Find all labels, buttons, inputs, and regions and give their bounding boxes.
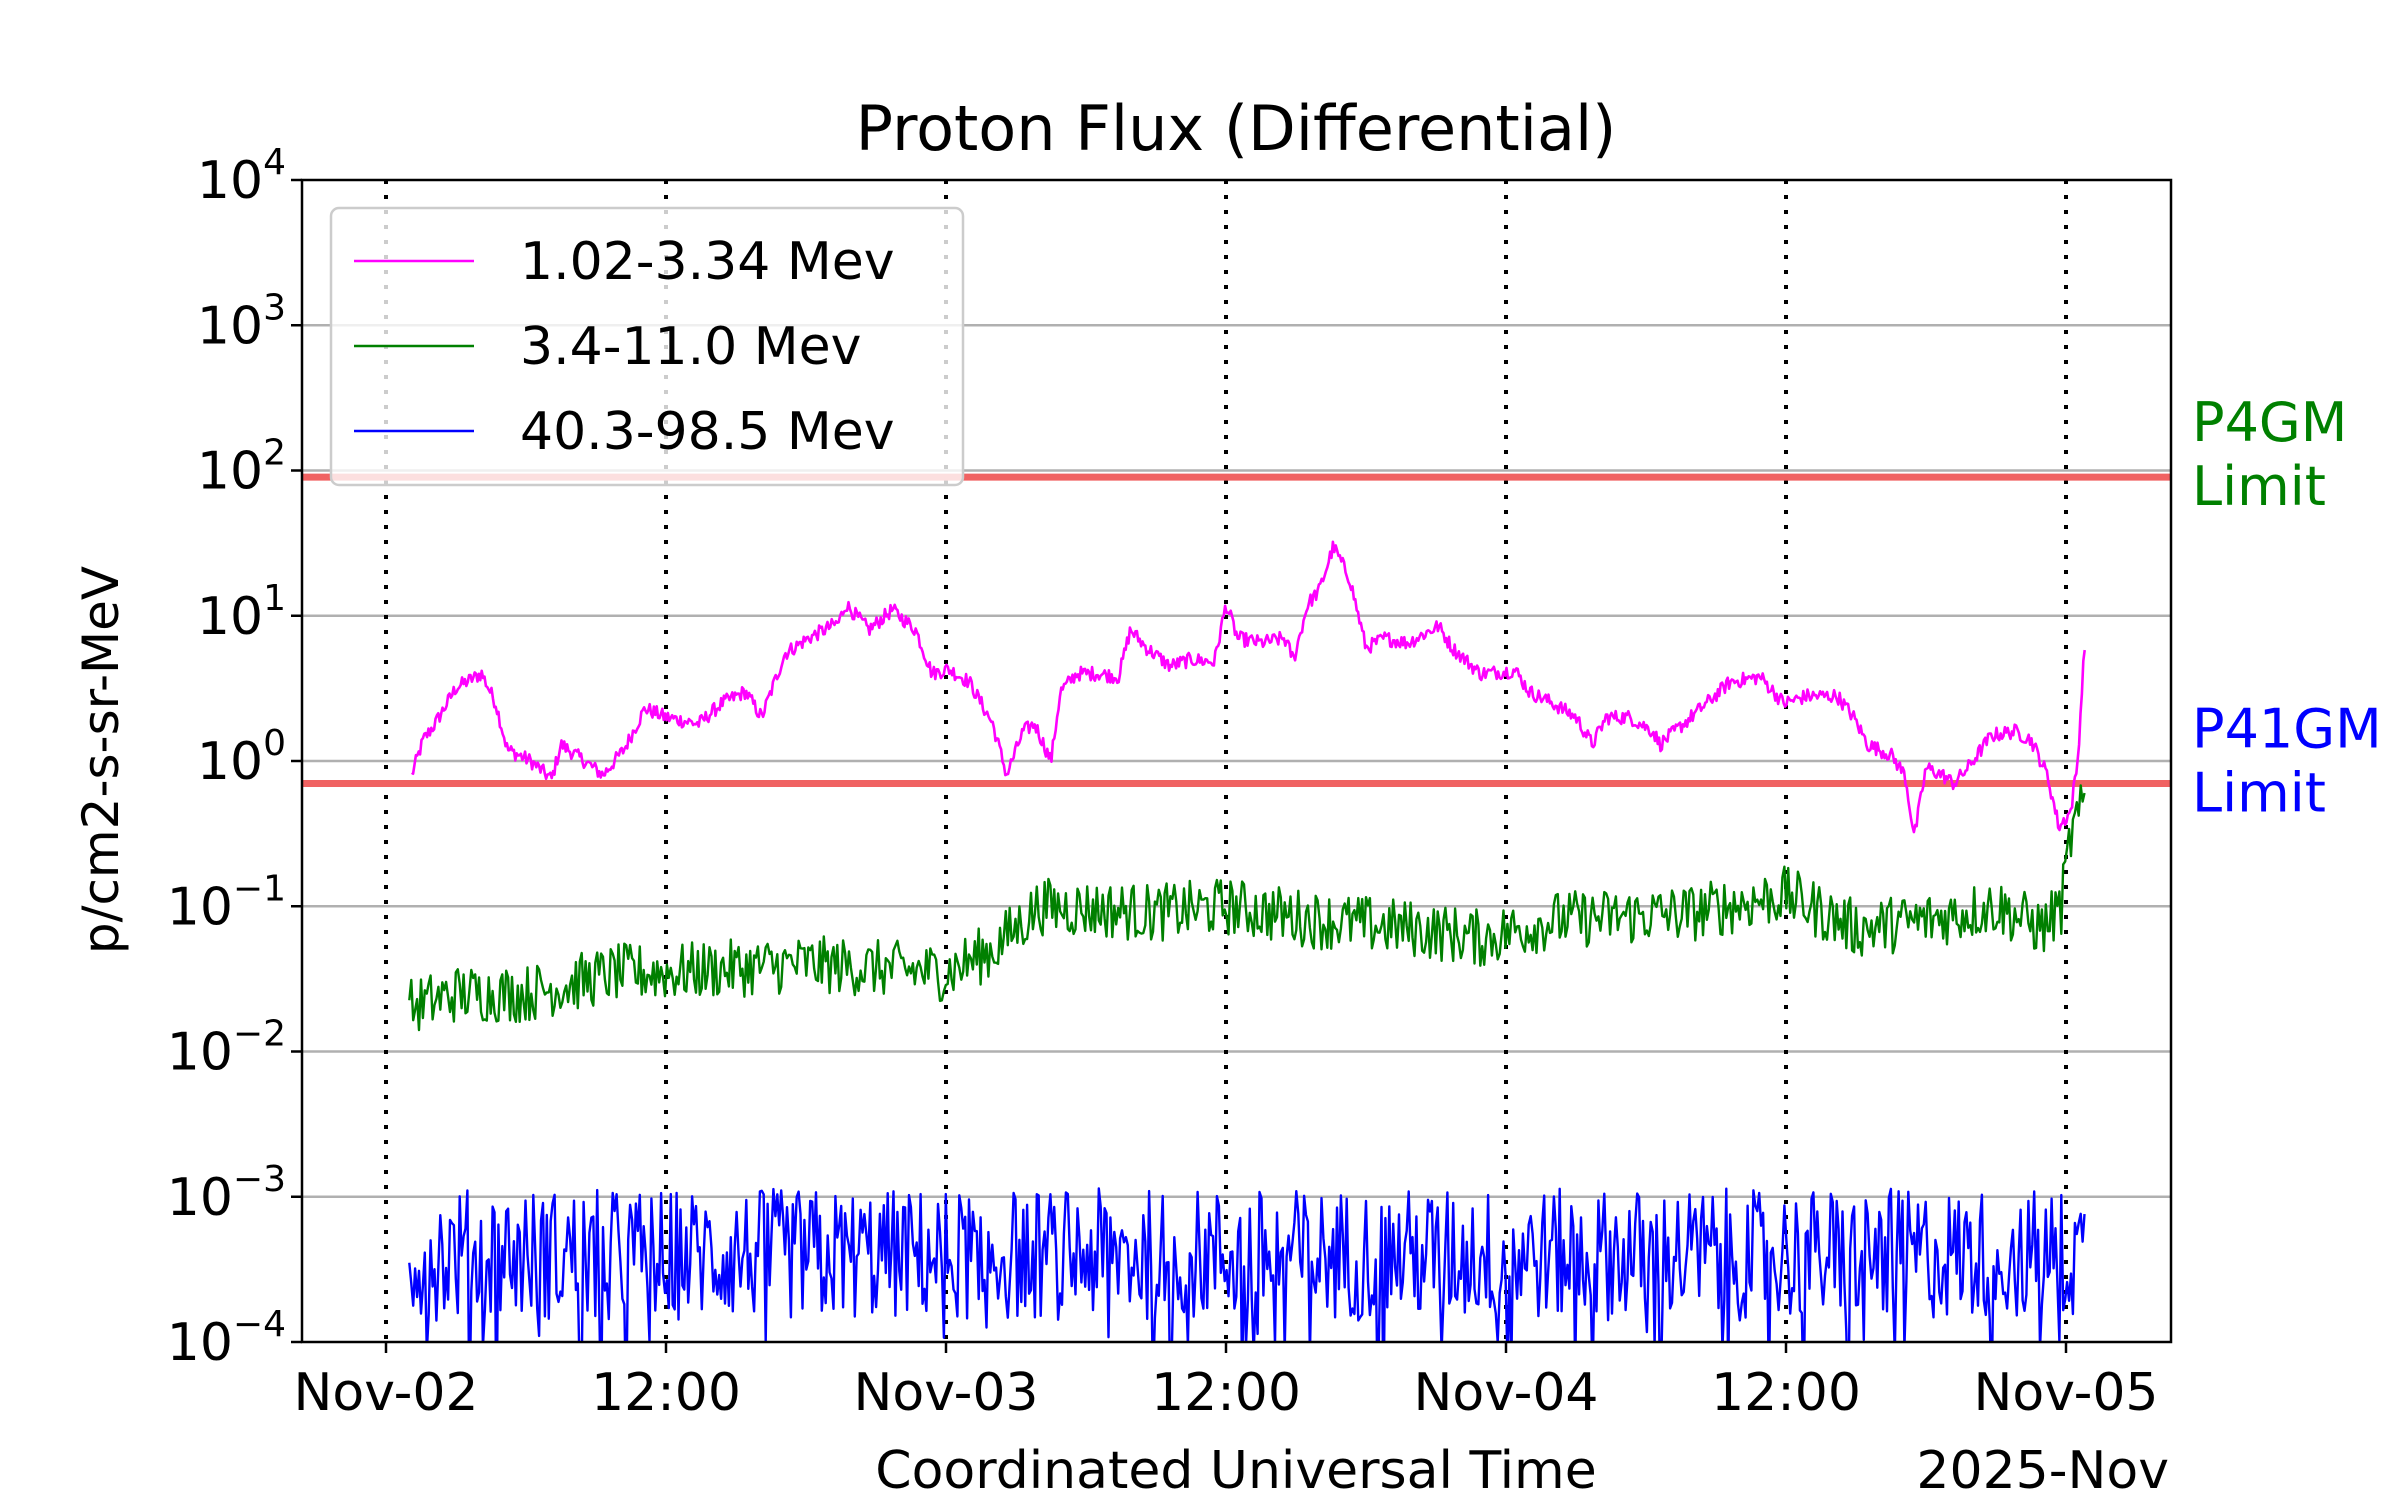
y-tick-label: 10−3: [167, 1159, 286, 1228]
x-tick-label: 12:00: [1711, 1363, 1861, 1423]
series-line-1: [408, 784, 2086, 1032]
x-tick-label: Nov-03: [853, 1363, 1038, 1423]
x-axis-label: Coordinated Universal Time: [875, 1441, 1596, 1500]
series-group: [408, 540, 2086, 1342]
y-tick-label: 102: [197, 433, 286, 502]
legend: 1.02-3.34 Mev 3.4-11.0 Mev 40.3-98.5 Mev: [329, 206, 965, 487]
y-tick-label: 104: [197, 142, 286, 211]
legend-label-1: 3.4-11.0 Mev: [520, 317, 861, 377]
x-tick-label: Nov-05: [1973, 1363, 2158, 1423]
threshold-label-p41gm: P41GM: [2192, 697, 2382, 760]
chart-title: Proton Flux (Differential): [856, 92, 1617, 165]
y-tick-label: 100: [197, 723, 286, 792]
x-tick-label: 12:00: [591, 1363, 741, 1423]
threshold-label-limit: Limit: [2192, 455, 2326, 518]
y-axis-label: p/cm2-s-sr-MeV: [72, 566, 130, 954]
y-tick-label: 10−1: [167, 868, 286, 937]
y-tick-label: 101: [197, 578, 286, 647]
y-tick-label: 10−2: [167, 1014, 286, 1083]
y-axis-ticks: 104 103 102 101 100 10−1 10−2 10−3 10−4: [167, 142, 302, 1373]
threshold-label-limit: Limit: [2192, 761, 2326, 824]
x-axis-year-month: 2025-Nov: [1916, 1441, 2169, 1500]
y-tick-label: 103: [197, 287, 286, 356]
series-line-2: [408, 1187, 2086, 1342]
legend-label-2: 40.3-98.5 Mev: [520, 402, 895, 462]
y-tick-label: 10−4: [167, 1304, 286, 1373]
x-tick-label: Nov-04: [1413, 1363, 1598, 1423]
series-line-0: [410, 540, 2086, 834]
threshold-label-p4gm: P4GM: [2192, 391, 2347, 454]
legend-label-0: 1.02-3.34 Mev: [520, 232, 895, 292]
x-axis-ticks: Nov-02 12:00 Nov-03 12:00 Nov-04 12:00 Nov-05: [293, 1342, 2159, 1423]
legend-box: [329, 206, 965, 487]
x-tick-label: Nov-02: [293, 1363, 478, 1423]
x-tick-label: 12:00: [1151, 1363, 1301, 1423]
